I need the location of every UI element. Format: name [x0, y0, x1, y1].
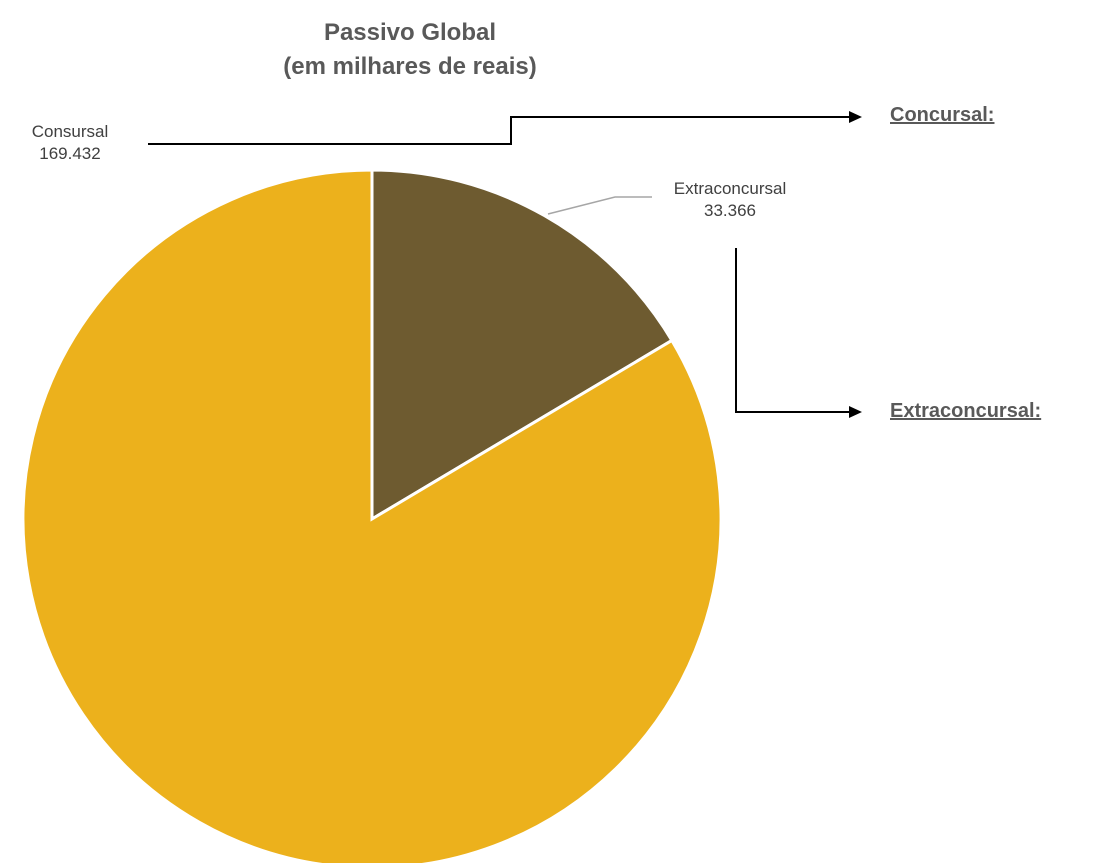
extraconcursal-leader-line	[547, 196, 652, 215]
extraconcursal-connector-line	[735, 248, 850, 413]
pie-slice-consursal	[21, 168, 723, 863]
slice-label-extraconcursal: Extraconcursal 33.366	[655, 178, 805, 222]
concursal-connector-line	[148, 116, 850, 145]
slice-label-extraconcursal-value: 33.366	[704, 201, 756, 220]
slice-label-extraconcursal-name: Extraconcursal	[673, 179, 787, 198]
extraconcursal-callout: Extraconcursal:	[890, 400, 1042, 422]
concursal-arrowhead	[849, 111, 862, 123]
extraconcursal-arrowhead	[849, 406, 862, 418]
pie-slice-extraconcursal	[370, 168, 674, 522]
slice-label-consursal: Consursal 169.432	[5, 121, 135, 165]
concursal-callout: Concursal:	[890, 104, 995, 126]
chart-subtitle: (em milhares de reais)	[283, 53, 537, 80]
pie-slices	[21, 168, 723, 863]
slice-label-consursal-name: Consursal	[31, 122, 109, 141]
chart-title: Passivo Global	[323, 19, 497, 46]
slice-label-consursal-value: 169.432	[39, 144, 101, 163]
